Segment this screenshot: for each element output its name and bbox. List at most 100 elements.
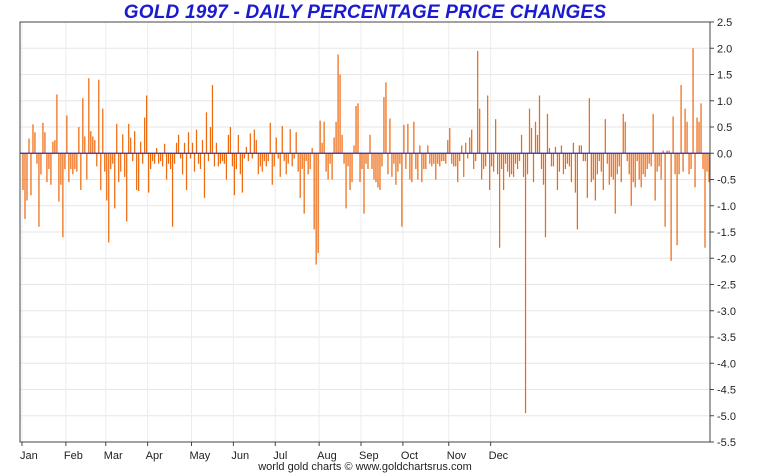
y-tick-label: 1.0 (717, 96, 732, 108)
bar (586, 153, 588, 198)
bar (361, 153, 363, 169)
bar (169, 153, 172, 169)
y-tick-label: -1.5 (717, 227, 736, 239)
bar (465, 142, 467, 154)
bar (570, 153, 573, 183)
bar (100, 153, 102, 190)
bar (285, 153, 287, 175)
bar (451, 153, 453, 164)
bar (596, 153, 598, 175)
bar (481, 153, 483, 180)
bar (495, 119, 497, 154)
bar (379, 153, 381, 190)
bar (650, 153, 652, 167)
bar (299, 153, 301, 198)
bar (122, 134, 124, 154)
y-tick-label: -0.5 (717, 175, 736, 187)
bar (429, 153, 431, 164)
bar (345, 153, 347, 209)
bar (255, 140, 257, 154)
bar (289, 129, 291, 154)
bar (104, 153, 106, 172)
grid-layer (20, 21, 710, 443)
bar (116, 123, 118, 154)
bar (359, 153, 361, 183)
bar (293, 153, 295, 159)
bar (443, 153, 445, 162)
x-tick-label: Jun (231, 450, 249, 462)
bar (648, 153, 650, 164)
bar (195, 129, 198, 154)
bar (333, 137, 335, 154)
bar (36, 153, 38, 164)
bar (425, 153, 427, 169)
bar (187, 132, 190, 154)
bar (152, 153, 154, 162)
bar (487, 95, 489, 154)
bar (305, 153, 307, 162)
bar (463, 153, 465, 177)
bar (161, 153, 164, 167)
bar (485, 153, 487, 167)
bar (624, 121, 626, 154)
bar (385, 82, 387, 154)
bar (540, 153, 543, 169)
bar (496, 153, 499, 175)
bar (138, 153, 140, 192)
bar (634, 153, 636, 188)
bar (315, 153, 317, 265)
bar (251, 153, 253, 159)
bar (658, 153, 660, 167)
x-tick-label: Aug (317, 450, 337, 462)
bar (670, 153, 672, 261)
bar (136, 153, 138, 190)
bar (351, 153, 353, 183)
bar (171, 153, 174, 227)
bar (580, 145, 582, 154)
bar (281, 125, 283, 154)
bar (32, 124, 34, 154)
bar (34, 132, 36, 154)
bar (146, 95, 148, 154)
bar (453, 153, 455, 167)
bar (391, 153, 393, 177)
bar (461, 145, 463, 154)
bar (134, 131, 136, 154)
bar (297, 153, 299, 172)
bar (433, 153, 435, 164)
bar (177, 134, 180, 154)
bar (295, 132, 297, 154)
bar (536, 134, 539, 154)
bar (337, 54, 339, 154)
bar (640, 153, 642, 188)
bar (225, 153, 228, 180)
y-tick-label: -4.0 (717, 358, 736, 370)
bar (126, 153, 128, 222)
bar (38, 153, 40, 227)
y-tick-label: -5.0 (717, 411, 736, 423)
bar (72, 153, 74, 175)
bar (189, 153, 192, 159)
bar (437, 153, 439, 164)
bar (179, 153, 182, 159)
y-tick-label: -1.0 (717, 201, 736, 213)
bar (68, 153, 70, 183)
bar (610, 153, 612, 177)
bar (616, 153, 618, 175)
bar (56, 94, 58, 154)
bar (630, 153, 632, 206)
bar (263, 153, 265, 162)
bar (245, 146, 247, 154)
bar (548, 148, 551, 154)
x-tick-label: Jul (273, 450, 287, 462)
bar (307, 153, 309, 175)
bar (524, 153, 527, 414)
bar (28, 138, 30, 154)
bar (227, 134, 230, 154)
bar (656, 153, 658, 172)
bar (662, 150, 664, 154)
bar (562, 153, 565, 175)
bar (475, 153, 477, 162)
bar (163, 143, 166, 154)
bar (684, 108, 686, 154)
